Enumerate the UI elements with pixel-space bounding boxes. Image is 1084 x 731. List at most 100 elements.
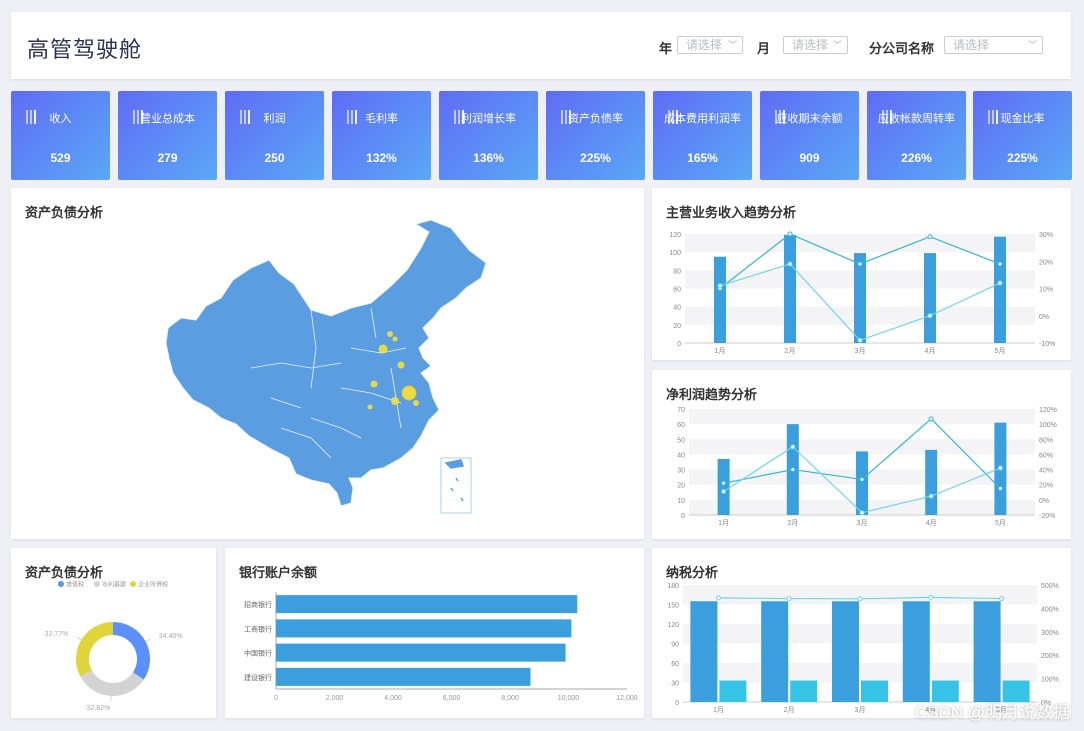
city-marker[interactable] [413,400,419,406]
legend-marker[interactable] [94,581,100,587]
series-point[interactable] [857,261,863,267]
assets-pie-chart[interactable]: 增值税 水利基建 企业所得税 34.40% 32.82% 32.77% [11,548,216,718]
kpi-bars-icon [561,110,571,124]
legend-label[interactable]: 增值税 [66,581,84,589]
bar[interactable] [832,601,859,702]
series-point[interactable] [997,261,1003,267]
legend-label[interactable]: 水利基建 [102,581,126,589]
series-point[interactable] [928,493,934,499]
city-markers[interactable] [367,331,420,410]
pie-slice[interactable] [76,622,113,677]
y2-tick-label: 60% [1039,452,1053,459]
series-point[interactable] [928,594,934,600]
china-map[interactable] [11,188,644,539]
bar[interactable] [790,680,818,702]
series-point[interactable] [715,595,721,601]
series-point[interactable] [787,261,793,267]
bar[interactable] [761,601,789,702]
bar[interactable] [994,236,1006,343]
bar[interactable] [719,680,747,702]
y-tick-label: 0 [681,513,685,520]
series-point[interactable] [997,280,1003,286]
pie-slice[interactable] [113,622,151,680]
kpi-card[interactable]: 成本费用利润率 165% [653,91,752,180]
series-point[interactable] [927,313,933,319]
legend-label[interactable]: 企业所得税 [138,581,168,589]
kpi-card[interactable]: 资产负债率 225% [546,91,645,180]
month-select[interactable]: 请选择 ﹀ [783,36,848,54]
city-marker[interactable] [397,361,405,369]
bar[interactable] [856,451,868,515]
series-point[interactable] [997,465,1003,471]
kpi-card[interactable]: 利润 250 [225,91,324,180]
y-tick-label: 150 [667,603,679,610]
bar[interactable] [973,601,1001,702]
series-point[interactable] [999,596,1005,602]
bar[interactable] [931,680,959,702]
city-marker[interactable] [367,404,373,410]
bar[interactable] [276,595,578,614]
bar[interactable] [276,643,566,662]
kpi-value: 250 [264,151,285,165]
series-point[interactable] [717,283,723,289]
bar[interactable] [854,253,866,343]
series-point[interactable] [787,231,793,237]
bar[interactable] [925,449,938,515]
bar[interactable] [784,234,796,343]
bar[interactable] [717,458,730,515]
year-select[interactable]: 请选择 ﹀ [677,36,743,54]
series-point[interactable] [997,486,1003,491]
city-marker[interactable] [370,380,378,388]
pie-slice[interactable] [80,670,144,696]
series-point[interactable] [857,337,863,343]
series-point[interactable] [786,596,792,602]
watermark-text: CSDN @明月说数据 [914,703,1070,722]
city-marker[interactable] [387,331,393,337]
series-point[interactable] [927,234,933,240]
kpi-card[interactable]: 利润增长率 136% [439,91,538,180]
city-marker[interactable] [392,336,398,342]
series-point[interactable] [790,444,796,450]
kpi-bars-icon [454,110,464,124]
series-point[interactable] [859,510,865,516]
city-marker[interactable] [391,397,399,405]
series-point[interactable] [721,480,727,486]
series-point[interactable] [859,476,865,482]
series-point[interactable] [721,489,727,495]
city-marker[interactable] [401,385,417,401]
x-tick-label: 8,000 [501,695,519,702]
bar[interactable] [902,601,930,702]
kpi-card[interactable]: 营业总成本 279 [118,91,217,180]
kpi-card[interactable]: 现金比率 225% [973,91,1072,180]
kpi-card[interactable]: 收入 529 [11,91,110,180]
x-tick-label: 3月 [857,519,868,527]
x-tick-label: 4,000 [384,695,402,702]
bar[interactable] [1002,680,1030,702]
bar[interactable] [276,667,531,686]
branch-select[interactable]: 请选择 ﹀ [944,36,1043,54]
y2-tick-label: 100% [1041,677,1059,684]
bar[interactable] [924,253,936,343]
tax-chart[interactable]: 0 30 60 90 120 150 180 0% 100% 200% 300% 400% 500% 1月… [652,548,1071,718]
kpi-card[interactable]: 应收帐款周转率 226% [867,91,966,180]
china-mainland-shape [165,219,487,507]
x-tick-label: 6,000 [443,695,461,702]
series-point[interactable] [857,596,863,602]
series-point[interactable] [790,467,796,473]
kpi-bars-icon [882,110,892,124]
kpi-card[interactable]: 毛利率 132% [332,91,431,180]
bar[interactable] [276,619,572,638]
net-profit-trend-chart[interactable]: 0 10 20 30 40 50 60 70 -20% 0% 20% 40% 60% 80% 100% 120… [652,370,1071,539]
bar[interactable] [861,680,888,702]
kpi-label: 成本费用利润率 [664,113,741,125]
legend-marker[interactable] [130,581,136,587]
series-point[interactable] [928,416,934,422]
legend-marker[interactable] [58,581,64,587]
bar[interactable] [690,601,718,702]
city-marker[interactable] [378,344,388,354]
kpi-bars-icon [988,110,998,124]
bar[interactable] [714,256,726,343]
revenue-trend-chart[interactable]: 0 20 40 60 80 100 120 -10% 0% 10% 20% 30% 1月 2月 3月 4月 5月 [652,188,1071,360]
kpi-card[interactable]: 应收期末余额 909 [760,91,859,180]
